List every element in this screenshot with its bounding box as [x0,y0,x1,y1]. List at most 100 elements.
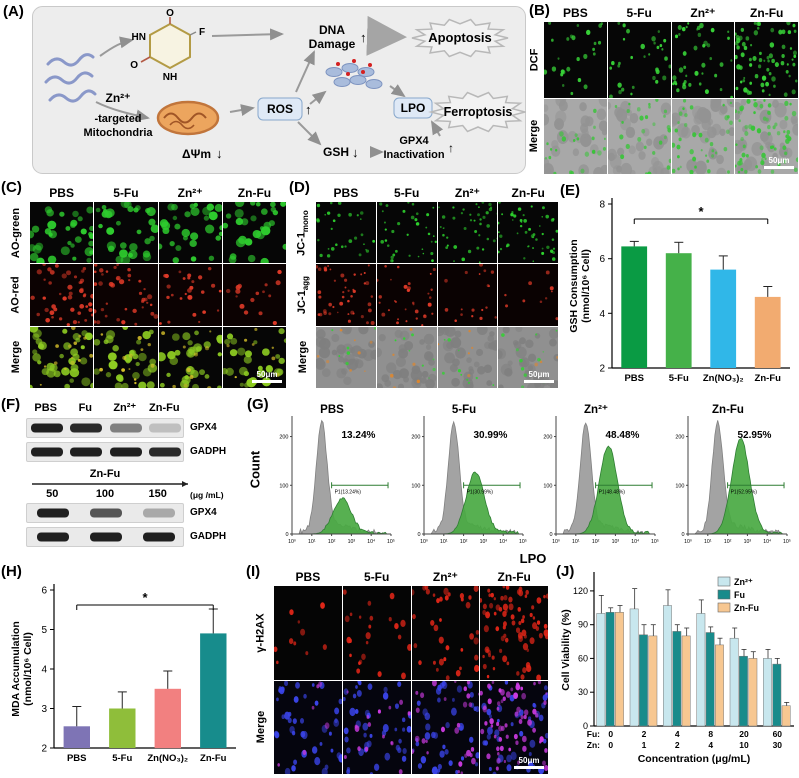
blot-dose-label: 50 [46,488,59,500]
mol-o-left: O [130,60,138,71]
panel-E-label: (E) [560,182,580,199]
svg-text:60: 60 [578,653,588,663]
svg-text:8: 8 [599,200,605,211]
micrograph-I-r0-c2 [411,586,480,680]
blot-protein-label: GPX4 [190,422,217,433]
svg-text:*: * [142,590,148,605]
panel-H-label: (H) [1,563,22,580]
blot-treatment-label: Zn-Fu [89,468,121,480]
micrograph-C-r0-c0 [30,202,94,264]
bar-J-Zn²⁺-3 [696,613,706,727]
scale-bar-C: 50μm [252,370,282,383]
blot-dose-label: 100 [95,488,115,500]
mol-o-top: O [166,8,174,19]
col-header-D-1: 5-Fu [394,186,420,200]
lpo-label: LPO [401,101,426,115]
bar-J-Fu-0 [605,612,615,727]
mol-hn: HN [132,32,146,43]
apoptosis-label: Apoptosis [428,30,492,45]
svg-text:5-Fu: 5-Fu [112,753,132,764]
5fu-molecule-icon: O F HN O NH [130,8,205,83]
svg-text:PBS: PBS [67,753,87,764]
legend-swatch-Fu [717,589,731,600]
schematic-svg: O F HN O NH Zn²⁺ -targeted Mitochondria … [32,6,528,174]
bar-J-Zn-Fu-4 [748,658,758,727]
bar-J-Zn²⁺-1 [629,608,639,727]
blot-band [109,423,142,433]
ferroptosis-starburst-icon [428,91,528,133]
targeted-label: -targeted [94,113,141,125]
micrograph-D-r0-c1 [376,202,437,264]
flow-percentage: 48.48% [606,430,640,441]
svg-text:10¹: 10¹ [704,539,712,545]
psi-label: ΔΨm [182,147,211,161]
legend-label-Fu: Fu [734,590,745,600]
micrograph-I-r1-c0 [274,680,342,774]
svg-text:10⁰: 10⁰ [420,539,428,545]
blot-band [90,508,122,518]
col-header-C-1: 5-Fu [113,186,139,200]
svg-text:0: 0 [681,532,684,538]
svg-text:Zn:: Zn: [587,740,600,750]
col-header-D-0: PBS [333,186,359,200]
bar-H-3 [200,633,227,748]
svg-text:100: 100 [543,483,552,489]
micrograph-D-r0-c3 [498,202,559,264]
scale-bar-B: 50μm [764,156,794,169]
svg-text:2: 2 [642,729,647,739]
svg-text:100: 100 [279,483,288,489]
svg-text:1: 1 [642,740,647,750]
svg-text:0: 0 [583,721,588,731]
svg-text:Fu:: Fu: [587,729,600,739]
micrograph-I-r0-c3 [480,586,549,680]
bar-E-0 [621,246,648,368]
panel-H-chart: 2 3 4 5 6 PBS 5-Fu Zn(NO₃)₂ Zn-Fu MDA Accumulatio… [6,576,242,774]
svg-text:2: 2 [41,744,47,755]
flow-plot-2: 5-Fu P1(30.99%) 30.99% 0 100 200 10⁰ 10¹ 10² 10³ 1… [400,402,528,557]
polymer-squiggle-icon [44,53,97,103]
blot-dose-unit: (μg /mL) [190,490,224,500]
blot-strip [26,527,184,547]
svg-text:120: 120 [573,586,588,596]
blot-band [37,532,70,542]
svg-text:4: 4 [675,729,680,739]
mitochondria-icon [156,100,220,136]
svg-text:GSH Consumption: GSH Consumption [568,239,580,332]
micrograph-D-r0-c2 [437,202,498,264]
flow-plot-4: Zn-Fu P1(52.95%) 52.95% 0 100 200 10⁰ 10¹ 10² 10³… [664,402,792,557]
chart-H: 2 3 4 5 6 PBS 5-Fu Zn(NO₃)₂ Zn-Fu MDA Accumulatio… [10,584,236,764]
svg-text:10⁰: 10⁰ [288,539,296,545]
micrograph-I-r1-c2 [411,680,480,774]
flow-percentage: 30.99% [474,430,508,441]
svg-text:10⁴: 10⁴ [499,539,507,545]
svg-text:0: 0 [285,532,288,538]
panel-C-label: (C) [1,179,22,196]
svg-text:10¹: 10¹ [440,539,448,545]
blot-band [30,447,63,457]
lpo-box [393,97,433,119]
row-label-D-0: JC-1mono [295,209,311,256]
zn-label: Zn²⁺ [106,91,131,105]
dna-up-arrow-icon: ↑ [360,30,367,45]
svg-text:0: 0 [608,740,613,750]
blot-protein-label: GPX4 [190,507,217,518]
svg-text:4: 4 [41,665,47,676]
panel-A-schematic: O F HN O NH Zn²⁺ -targeted Mitochondria … [32,6,528,174]
svg-text:10²: 10² [592,539,600,545]
gpx4-label-1: GPX4 [399,135,429,147]
blot-band [149,423,182,433]
bar-E-3 [754,296,781,368]
micrograph-D-r1-c0 [316,264,376,326]
bar-J-Zn-Fu-3 [715,644,724,727]
legend-label-Zn²⁺: Zn²⁺ [734,577,753,587]
col-header-D-2: Zn²⁺ [454,186,480,200]
panel-I-label: (I) [246,563,261,580]
bar-E-1 [665,253,692,368]
svg-text:10: 10 [739,740,749,750]
svg-text:10³: 10³ [744,539,752,545]
svg-text:200: 200 [279,435,288,441]
micrograph-C-r1-c3 [222,264,287,326]
scale-bar-D: 50μm [524,370,554,383]
micrograph-I-r1-c3 [480,680,549,774]
bar-J-Zn-Fu-1 [648,635,658,727]
